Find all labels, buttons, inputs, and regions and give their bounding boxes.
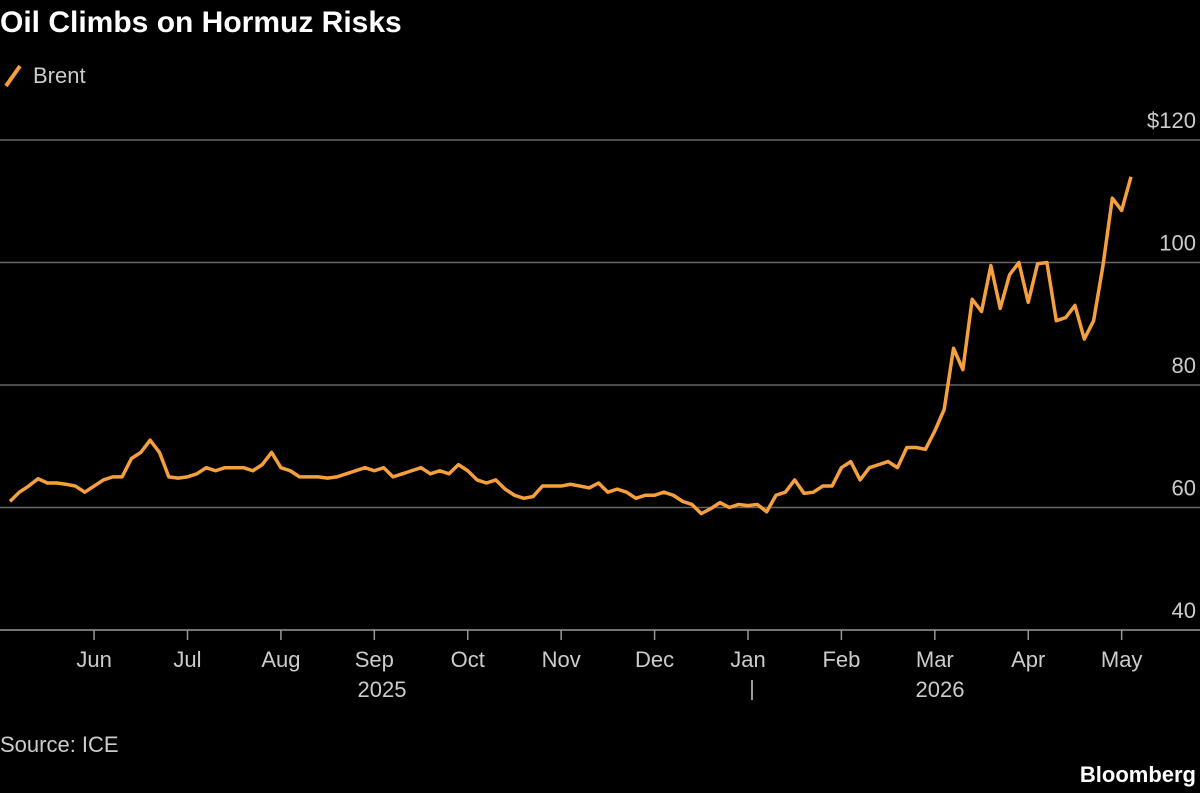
brand: Bloomberg	[1080, 762, 1196, 787]
x-tick-label: Jul	[173, 647, 201, 672]
year-label: 2025	[358, 677, 407, 702]
x-tick-label: Sep	[355, 647, 394, 672]
x-tick-label: Jan	[730, 647, 765, 672]
data-line	[8, 176, 1133, 516]
x-tick-label: Aug	[261, 647, 300, 672]
source: Source: ICE	[0, 732, 119, 757]
x-tick-label: Dec	[635, 647, 674, 672]
x-tick-label: Mar	[916, 647, 954, 672]
y-tick-label: 80	[1172, 353, 1196, 378]
x-tick-label: May	[1101, 647, 1143, 672]
year-label: 2026	[916, 677, 965, 702]
x-tick-label: Jun	[76, 647, 111, 672]
x-tick-label: Oct	[451, 647, 485, 672]
legend-label: Brent	[33, 63, 86, 88]
x-tick-label: Nov	[542, 647, 581, 672]
legend-swatch	[4, 64, 22, 88]
y-tick-label: 60	[1172, 476, 1196, 501]
y-tick-label: 100	[1159, 231, 1196, 256]
chart-title: Oil Climbs on Hormuz Risks	[0, 6, 402, 39]
x-tick-label: Apr	[1011, 647, 1045, 672]
y-tick-label: 40	[1172, 598, 1196, 623]
y-tick-label: $120	[1147, 108, 1196, 133]
x-tick-label: Feb	[822, 647, 860, 672]
